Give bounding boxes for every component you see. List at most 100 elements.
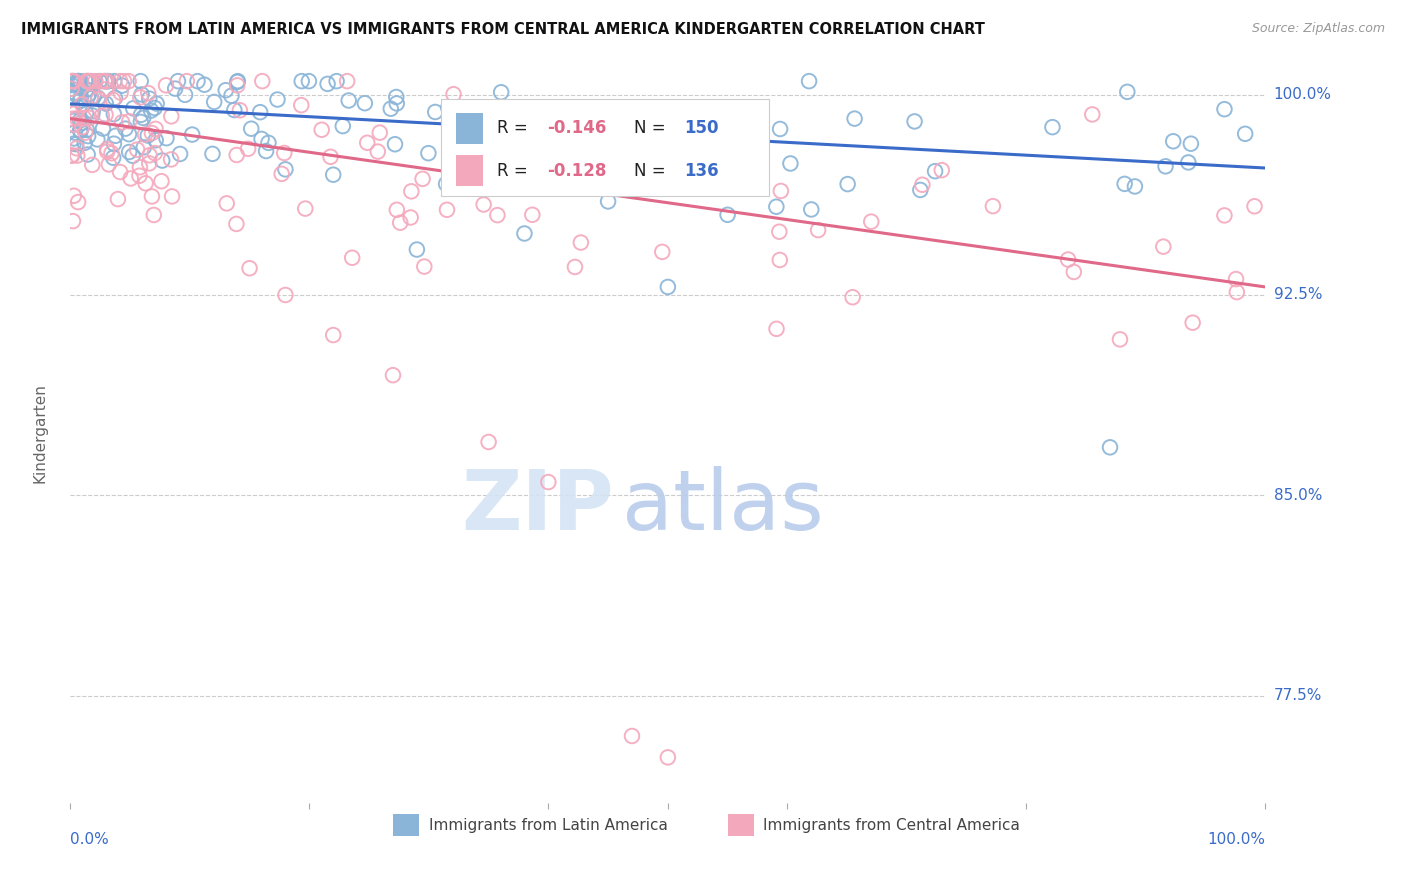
Point bbox=[138, 92, 160, 106]
Point bbox=[322, 168, 344, 182]
Point bbox=[69, 124, 91, 138]
Point bbox=[651, 244, 673, 259]
Point bbox=[76, 123, 98, 137]
Point bbox=[66, 112, 89, 126]
Point bbox=[765, 322, 787, 336]
Point bbox=[472, 197, 495, 211]
Point bbox=[66, 77, 89, 91]
Point bbox=[399, 211, 422, 225]
Point bbox=[83, 89, 105, 103]
Text: 150: 150 bbox=[685, 120, 718, 137]
Point bbox=[136, 128, 159, 143]
Point bbox=[266, 93, 288, 107]
Text: R =: R = bbox=[496, 162, 533, 180]
Point bbox=[67, 74, 90, 88]
Point bbox=[67, 74, 90, 88]
Point bbox=[135, 176, 157, 190]
Point bbox=[65, 137, 87, 152]
Point bbox=[1180, 136, 1202, 151]
Point bbox=[454, 181, 477, 195]
Point bbox=[70, 120, 93, 134]
Point bbox=[696, 142, 718, 156]
Point bbox=[457, 153, 479, 167]
Point bbox=[671, 122, 693, 136]
Point bbox=[167, 74, 190, 88]
Point bbox=[174, 87, 197, 102]
Point bbox=[513, 227, 536, 241]
Point bbox=[240, 121, 263, 136]
Point bbox=[103, 136, 125, 151]
Point bbox=[63, 106, 86, 120]
Point bbox=[66, 74, 89, 88]
Point bbox=[77, 87, 100, 101]
Point bbox=[77, 74, 100, 88]
Point bbox=[768, 225, 790, 239]
Point bbox=[1234, 127, 1257, 141]
Point bbox=[143, 101, 166, 115]
Point bbox=[522, 208, 544, 222]
Point bbox=[62, 91, 84, 105]
Point bbox=[79, 74, 101, 88]
Point bbox=[769, 122, 792, 136]
Point bbox=[96, 142, 118, 156]
Point bbox=[150, 153, 173, 168]
Point bbox=[131, 87, 153, 102]
Point bbox=[406, 243, 429, 257]
Point bbox=[94, 74, 117, 88]
Point bbox=[104, 128, 127, 143]
Point bbox=[401, 185, 423, 199]
Point bbox=[215, 83, 238, 97]
Point bbox=[145, 121, 167, 136]
Point bbox=[117, 74, 139, 88]
Point bbox=[75, 106, 97, 120]
Point bbox=[60, 82, 83, 96]
Point bbox=[73, 136, 96, 150]
Text: 100.0%: 100.0% bbox=[1274, 87, 1331, 102]
Point bbox=[70, 74, 93, 88]
Point bbox=[225, 217, 247, 231]
Point bbox=[270, 167, 292, 181]
Point bbox=[111, 78, 134, 93]
Point bbox=[101, 93, 124, 107]
Point bbox=[82, 108, 104, 122]
Point bbox=[132, 111, 155, 125]
Point bbox=[1099, 440, 1122, 454]
Point bbox=[76, 74, 98, 88]
Point bbox=[110, 86, 132, 100]
Point bbox=[226, 74, 249, 88]
Point bbox=[325, 74, 347, 88]
Point bbox=[100, 146, 122, 161]
Bar bbox=[728, 814, 754, 836]
Point bbox=[87, 92, 110, 106]
Point bbox=[63, 74, 86, 88]
Point bbox=[103, 74, 125, 88]
Point bbox=[63, 131, 86, 145]
Point bbox=[86, 132, 108, 146]
Point bbox=[1154, 159, 1177, 173]
Point bbox=[80, 74, 103, 88]
Point bbox=[298, 74, 321, 88]
Point bbox=[67, 195, 90, 210]
Point bbox=[598, 194, 620, 209]
Point bbox=[353, 96, 375, 111]
Bar bbox=[457, 112, 482, 144]
Text: atlas: atlas bbox=[623, 467, 824, 547]
Point bbox=[103, 107, 125, 121]
Point bbox=[111, 115, 134, 129]
Point bbox=[1177, 155, 1199, 169]
Text: 92.5%: 92.5% bbox=[1274, 287, 1322, 302]
Point bbox=[76, 147, 98, 161]
Point bbox=[103, 151, 125, 165]
Point bbox=[90, 74, 112, 88]
Point bbox=[226, 78, 249, 93]
Point bbox=[478, 434, 501, 449]
Point bbox=[322, 328, 344, 343]
Point bbox=[1213, 102, 1236, 116]
Point bbox=[1243, 199, 1265, 213]
Point bbox=[82, 104, 104, 119]
Point bbox=[69, 94, 91, 108]
Point bbox=[136, 86, 159, 100]
Point bbox=[193, 78, 215, 92]
Text: 0.0%: 0.0% bbox=[70, 832, 110, 847]
Point bbox=[128, 169, 150, 183]
